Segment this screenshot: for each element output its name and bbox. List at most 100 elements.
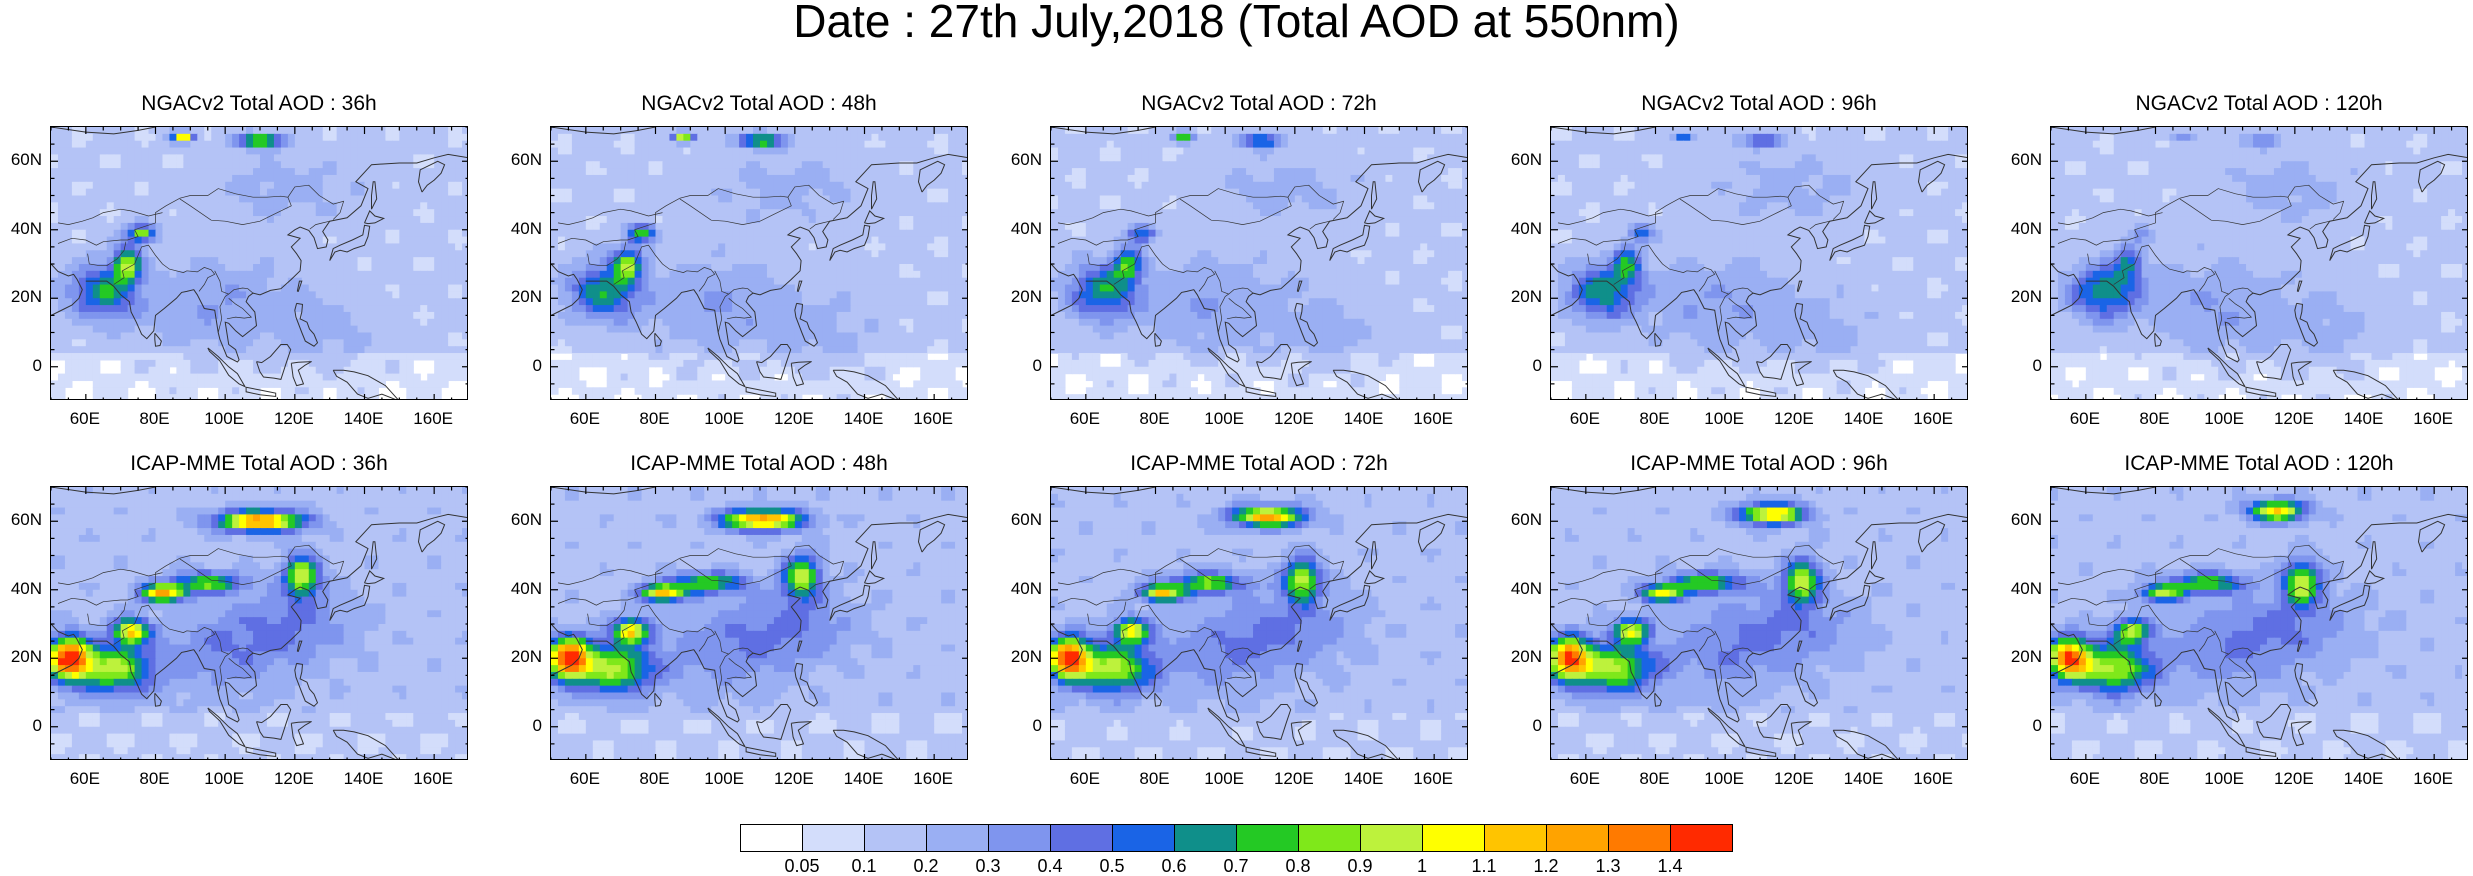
y-tick-label: 20N <box>0 648 42 666</box>
y-tick-label: 0 <box>0 357 42 375</box>
x-tick-label: 120E <box>2264 410 2324 428</box>
panel-title: ICAP-MME Total AOD : 36h <box>20 452 498 476</box>
y-tick-label: 40N <box>1482 220 1542 238</box>
aod-grid-cells <box>551 127 968 400</box>
y-tick-label: 20N <box>982 288 1042 306</box>
aod-map <box>50 486 468 760</box>
x-tick-label: 60E <box>1555 410 1615 428</box>
x-tick-label: 100E <box>1194 410 1254 428</box>
x-tick-label: 140E <box>1334 410 1394 428</box>
x-tick-label: 160E <box>2403 410 2463 428</box>
x-tick-label: 120E <box>1764 770 1824 788</box>
y-tick-label: 60N <box>982 511 1042 529</box>
x-tick-label: 120E <box>1264 410 1324 428</box>
x-tick-label: 120E <box>1764 410 1824 428</box>
x-tick-label: 120E <box>764 410 824 428</box>
y-tick-label: 20N <box>482 288 542 306</box>
y-tick-label: 60N <box>0 511 42 529</box>
x-tick-label: 100E <box>2194 770 2254 788</box>
colorbar-label: 0.7 <box>1206 856 1266 876</box>
colorbar-label: 0.9 <box>1330 856 1390 876</box>
x-tick-label: 160E <box>1403 770 1463 788</box>
x-tick-label: 80E <box>1625 410 1685 428</box>
y-tick-label: 0 <box>982 717 1042 735</box>
colorbar-label: 0.1 <box>834 856 894 876</box>
x-tick-label: 100E <box>1694 770 1754 788</box>
aod-field <box>1051 127 1468 400</box>
x-tick-label: 160E <box>1403 410 1463 428</box>
x-tick-label: 80E <box>1125 410 1185 428</box>
x-tick-label: 120E <box>264 410 324 428</box>
aod-grid-cells <box>1051 127 1468 400</box>
colorbar-segment <box>1236 824 1299 852</box>
x-tick-label: 140E <box>2334 410 2394 428</box>
y-tick-label: 60N <box>1482 511 1542 529</box>
colorbar-label: 1.1 <box>1454 856 1514 876</box>
aod-grid-cells <box>2051 127 2468 400</box>
x-tick-label: 60E <box>1555 770 1615 788</box>
x-tick-label: 80E <box>625 770 685 788</box>
x-tick-label: 100E <box>194 770 254 788</box>
y-tick-label: 60N <box>482 511 542 529</box>
aod-field <box>51 487 468 760</box>
x-tick-label: 160E <box>1903 410 1963 428</box>
y-tick-label: 40N <box>0 220 42 238</box>
aod-map <box>50 126 468 400</box>
y-tick-label: 20N <box>1982 288 2042 306</box>
colorbar-segment <box>1112 824 1175 852</box>
colorbar-segment <box>1174 824 1237 852</box>
colorbar-segment <box>1670 824 1733 852</box>
colorbar-label: 0.05 <box>772 856 832 876</box>
panel-title: ICAP-MME Total AOD : 48h <box>520 452 998 476</box>
y-tick-label: 40N <box>1482 580 1542 598</box>
aod-field <box>1051 487 1468 760</box>
panel-title: NGACv2 Total AOD : 48h <box>520 92 998 116</box>
y-tick-label: 0 <box>482 717 542 735</box>
x-tick-label: 60E <box>1055 770 1115 788</box>
x-tick-label: 140E <box>1834 410 1894 428</box>
colorbar-segment <box>988 824 1051 852</box>
colorbar-label: 1.4 <box>1640 856 1700 876</box>
panel-title: ICAP-MME Total AOD : 72h <box>1020 452 1498 476</box>
y-tick-label: 40N <box>982 580 1042 598</box>
colorbar-segment <box>1484 824 1547 852</box>
y-tick-label: 0 <box>1482 717 1542 735</box>
x-tick-label: 100E <box>1194 770 1254 788</box>
x-tick-label: 160E <box>403 770 463 788</box>
y-tick-label: 20N <box>482 648 542 666</box>
aod-map <box>1550 126 1968 400</box>
y-tick-label: 0 <box>0 717 42 735</box>
y-tick-label: 20N <box>1482 648 1542 666</box>
panel-title: NGACv2 Total AOD : 36h <box>20 92 498 116</box>
y-tick-label: 40N <box>1982 580 2042 598</box>
colorbar-segment <box>740 824 803 852</box>
aod-map <box>1550 486 1968 760</box>
aod-grid-cells <box>1551 127 1968 400</box>
aod-map <box>2050 126 2468 400</box>
y-tick-label: 0 <box>482 357 542 375</box>
x-tick-label: 100E <box>2194 410 2254 428</box>
colorbar-segment <box>1546 824 1609 852</box>
x-tick-label: 100E <box>194 410 254 428</box>
y-tick-label: 20N <box>982 648 1042 666</box>
y-tick-label: 20N <box>1482 288 1542 306</box>
aod-field <box>2051 487 2468 760</box>
aod-field <box>1551 487 1968 760</box>
colorbar-segment <box>1422 824 1485 852</box>
x-tick-label: 160E <box>903 770 963 788</box>
x-tick-label: 60E <box>555 410 615 428</box>
x-tick-label: 160E <box>1903 770 1963 788</box>
colorbar-segment <box>1298 824 1361 852</box>
y-tick-label: 60N <box>982 151 1042 169</box>
aod-field <box>551 487 968 760</box>
x-tick-label: 80E <box>2125 770 2185 788</box>
panel-title: ICAP-MME Total AOD : 96h <box>1520 452 1998 476</box>
y-tick-label: 40N <box>0 580 42 598</box>
colorbar-segment <box>864 824 927 852</box>
y-tick-label: 0 <box>1482 357 1542 375</box>
x-tick-label: 80E <box>2125 410 2185 428</box>
y-tick-label: 60N <box>1982 151 2042 169</box>
aod-field <box>1551 127 1968 400</box>
x-tick-label: 160E <box>403 410 463 428</box>
y-tick-label: 0 <box>1982 357 2042 375</box>
